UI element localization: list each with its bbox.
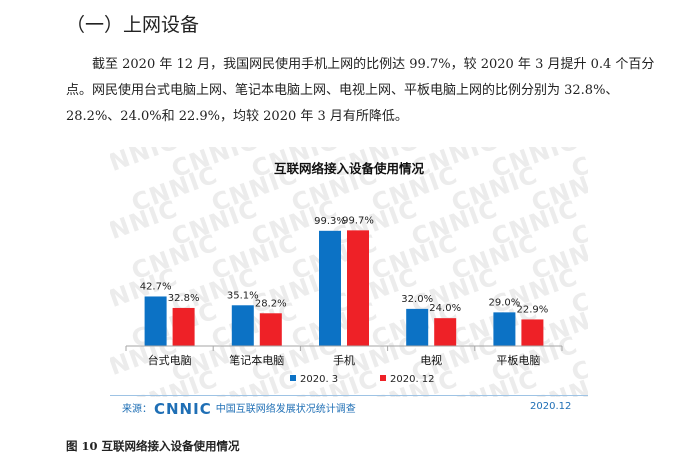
data-label: 29.0% — [489, 297, 521, 308]
bar — [406, 308, 429, 346]
bar — [172, 307, 195, 346]
section-heading: （一）上网设备 — [66, 14, 200, 36]
legend-swatch-series-2 — [380, 375, 386, 381]
data-label: 99.7% — [342, 215, 374, 226]
x-tick-label: 手机 — [333, 353, 355, 367]
bar — [493, 312, 516, 346]
data-label: 35.1% — [227, 290, 259, 301]
cnnic-logo: CNNIC — [154, 400, 212, 418]
bar — [434, 318, 457, 346]
bar — [259, 313, 282, 346]
bar — [144, 296, 167, 346]
bar — [521, 319, 544, 346]
x-tick-label: 台式电脑 — [148, 353, 192, 367]
bar — [231, 305, 254, 346]
legend-label-series-1: 2020. 3 — [300, 374, 339, 385]
data-label: 42.7% — [140, 281, 172, 292]
data-label: 32.0% — [401, 294, 433, 305]
x-tick-label: 平板电脑 — [496, 353, 540, 367]
data-label: 24.0% — [429, 303, 461, 314]
data-label: 99.3% — [314, 216, 346, 227]
data-label: 22.9% — [517, 304, 549, 315]
source-divider — [110, 395, 588, 396]
legend-label-series-2: 2020. 12 — [390, 374, 435, 385]
body-paragraph: 截至 2020 年 12 月，我国网民使用手机上网的比例达 99.7%，较 20… — [66, 57, 655, 124]
source-org: 中国互联网络发展状况统计调查 — [215, 404, 356, 415]
x-tick-label: 笔记本电脑 — [229, 353, 284, 367]
figure-caption: 图 10 互联网络接入设备使用情况 — [66, 439, 240, 453]
legend-item-series-2: 2020. 12 — [380, 374, 435, 385]
bar — [319, 230, 341, 346]
x-tick-label: 电视 — [420, 353, 442, 367]
legend-swatch-series-1 — [290, 375, 296, 381]
data-label: 32.8% — [168, 293, 200, 304]
chart-title: 互联网络接入设备使用情况 — [273, 161, 424, 176]
legend-item-series-1: 2020. 3 — [290, 374, 338, 385]
data-label: 28.2% — [255, 298, 287, 309]
chart-source: 来源： CNNIC 中国互联网络发展状况统计调查 — [122, 400, 356, 418]
source-date: 2020.12 — [530, 401, 572, 412]
source-prefix: 来源： — [122, 404, 152, 415]
bar — [347, 230, 369, 346]
